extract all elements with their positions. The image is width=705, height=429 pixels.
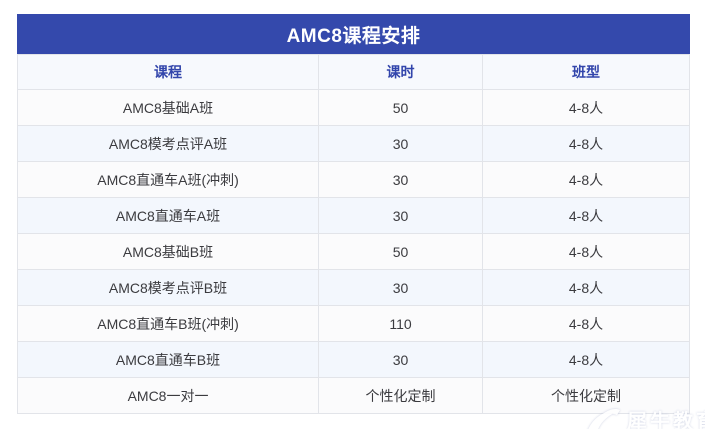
cell-class-type: 4-8人 (482, 341, 690, 378)
cell-course: AMC8模考点评A班 (16, 125, 320, 162)
cell-hours: 30 (318, 125, 483, 162)
cell-hours: 30 (318, 161, 483, 198)
cell-course: AMC8一对一 (16, 377, 320, 414)
table-row: AMC8直通车B班(冲刺) 110 4-8人 (16, 305, 690, 342)
cell-course: AMC8基础B班 (16, 233, 320, 270)
table-row: AMC8基础A班 50 4-8人 (16, 89, 690, 126)
table-row: AMC8模考点评B班 30 4-8人 (16, 269, 690, 306)
table-row: AMC8直通车A班(冲刺) 30 4-8人 (16, 161, 690, 198)
table-title: AMC8课程安排 (286, 25, 421, 47)
cell-class-type: 4-8人 (482, 197, 690, 234)
cell-class-type: 个性化定制 (482, 377, 690, 414)
cell-class-type: 4-8人 (482, 125, 690, 162)
cell-hours: 30 (318, 269, 483, 306)
cell-hours: 50 (318, 233, 483, 270)
table-row: AMC8基础B班 50 4-8人 (16, 233, 690, 270)
cell-course: AMC8模考点评B班 (16, 269, 320, 306)
amc8-course-table: AMC8课程安排 课程 课时 班型 AMC8基础A班 50 4-8人 AMC8模考点评… (16, 14, 690, 414)
course-schedule-table: 课程 课时 班型 AMC8基础A班 50 4-8人 AMC8模考点评A班 30 4-8人 A… (16, 54, 690, 414)
cell-hours: 30 (318, 197, 483, 234)
cell-hours: 110 (318, 305, 483, 342)
cell-course: AMC8直通车B班(冲刺) (16, 305, 320, 342)
table-row: AMC8直通车A班 30 4-8人 (16, 197, 690, 234)
cell-hours: 50 (318, 89, 483, 126)
cell-class-type: 4-8人 (482, 305, 690, 342)
cell-class-type: 4-8人 (482, 269, 690, 306)
table-body: AMC8基础A班 50 4-8人 AMC8模考点评A班 30 4-8人 AMC8直通车A班(… (16, 89, 690, 414)
cell-course: AMC8直通车A班(冲刺) (16, 161, 320, 198)
cell-course: AMC8基础A班 (16, 89, 320, 126)
cell-hours: 30 (318, 341, 483, 378)
table-title-bar: AMC8课程安排 (17, 14, 690, 54)
cell-class-type: 4-8人 (482, 161, 690, 198)
table-row: AMC8模考点评A班 30 4-8人 (16, 125, 690, 162)
table-row: AMC8一对一 个性化定制 个性化定制 (16, 377, 690, 414)
cell-course: AMC8直通车B班 (16, 341, 320, 378)
column-header-row: 课程 课时 班型 (16, 54, 690, 90)
cell-hours: 个性化定制 (318, 377, 483, 414)
column-header-class-type: 班型 (482, 54, 690, 90)
column-header-course: 课程 (16, 54, 320, 90)
column-header-hours: 课时 (318, 54, 483, 90)
cell-class-type: 4-8人 (482, 89, 690, 126)
cell-course: AMC8直通车A班 (16, 197, 320, 234)
table-row: AMC8直通车B班 30 4-8人 (16, 341, 690, 378)
cell-class-type: 4-8人 (482, 233, 690, 270)
